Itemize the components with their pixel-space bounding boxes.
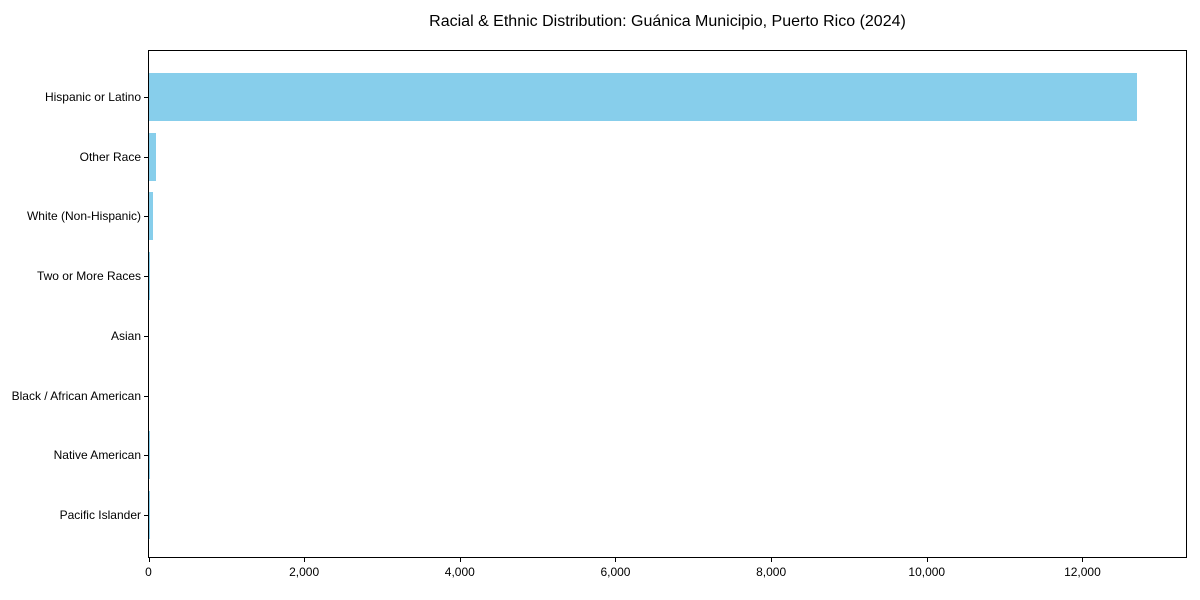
x-tick-label: 4,000 xyxy=(444,565,475,579)
y-tick-mark xyxy=(144,395,148,397)
x-tick-mark xyxy=(771,558,773,562)
plot-area xyxy=(148,50,1187,558)
y-tick-label: Black / African American xyxy=(11,388,141,403)
y-tick-mark xyxy=(144,216,148,218)
x-tick-mark xyxy=(459,558,461,562)
x-tick-label: 8,000 xyxy=(756,565,787,579)
y-tick-label: Other Race xyxy=(79,149,141,164)
x-tick-label: 2,000 xyxy=(289,565,320,579)
y-tick-mark xyxy=(144,156,148,158)
y-tick-label: Two or More Races xyxy=(36,269,141,284)
x-tick-mark xyxy=(615,558,617,562)
x-tick-mark xyxy=(148,558,150,562)
y-tick-mark xyxy=(144,276,148,278)
x-tick-label: 10,000 xyxy=(908,565,946,579)
bar xyxy=(149,192,153,241)
y-tick-mark xyxy=(144,455,148,457)
x-tick-mark xyxy=(304,558,306,562)
chart-title: Racial & Ethnic Distribution: Guánica Mu… xyxy=(429,13,906,30)
bar xyxy=(149,252,151,301)
bar xyxy=(149,73,1138,121)
y-tick-label: Pacific Islander xyxy=(59,507,141,522)
y-tick-mark xyxy=(144,335,148,337)
y-tick-mark xyxy=(144,97,148,98)
y-tick-label: Asian xyxy=(110,328,141,343)
y-tick-label: White (Non-Hispanic) xyxy=(26,209,141,224)
x-tick-mark xyxy=(926,558,928,562)
x-tick-mark xyxy=(1082,558,1084,562)
y-tick-label: Native American xyxy=(53,448,141,463)
x-tick-label: 0 xyxy=(145,565,152,579)
x-tick-label: 6,000 xyxy=(600,565,631,579)
y-tick-label: Hispanic or Latino xyxy=(44,90,141,104)
bar xyxy=(149,132,156,181)
x-tick-label: 12,000 xyxy=(1064,565,1101,579)
y-tick-mark xyxy=(144,514,148,516)
